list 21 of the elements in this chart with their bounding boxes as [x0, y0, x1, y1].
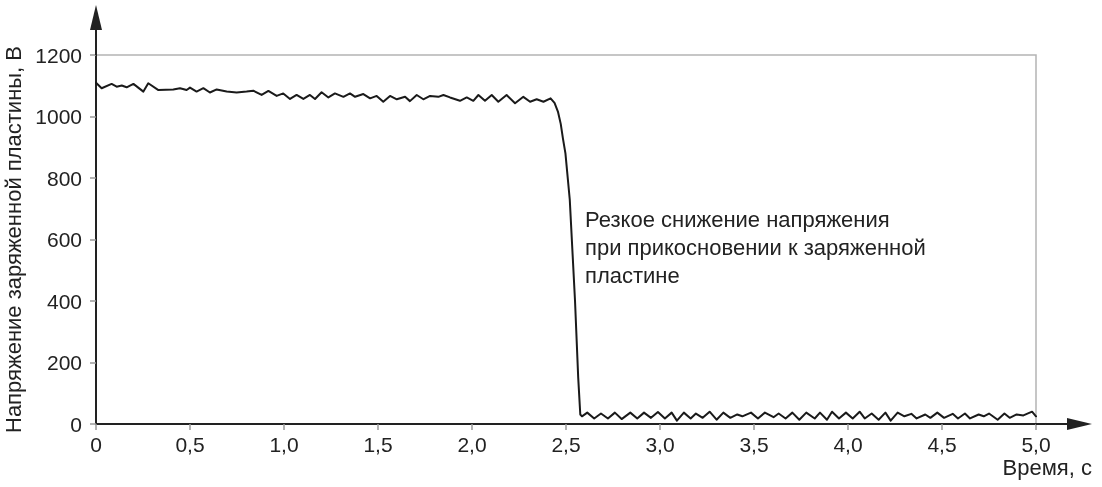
x-tick-label: 0,5 [175, 433, 205, 456]
y-tick-label: 200 [46, 351, 82, 374]
x-tick-label: 0 [90, 433, 102, 456]
x-tick-label: 2,0 [457, 433, 487, 456]
x-axis-title: Время, с [1002, 454, 1092, 480]
annotation: Резкое снижение напряжения при прикосновении к заряженной пластине [585, 206, 926, 288]
x-tick-label: 4,5 [927, 433, 957, 456]
x-tick-label: 3,5 [739, 433, 769, 456]
x-tick-label: 2,5 [551, 433, 581, 456]
y-tick-label: 0 [70, 412, 82, 436]
y-tick-label: 1000 [35, 105, 82, 128]
x-tick-label: 1,5 [363, 433, 393, 456]
x-tick-label: 4,0 [833, 433, 863, 456]
y-tick-label: 1200 [35, 43, 82, 67]
y-tick-label: 600 [46, 228, 82, 251]
x-tick-label: 3,0 [645, 433, 675, 456]
x-tick-label: 1,0 [269, 433, 299, 456]
y-tick-label: 800 [46, 166, 82, 190]
y-axis-title: Напряжение заряженной пластины, В [0, 46, 26, 433]
y-tick-label: 400 [46, 289, 82, 313]
x-tick-label: 5,0 [1021, 433, 1051, 456]
